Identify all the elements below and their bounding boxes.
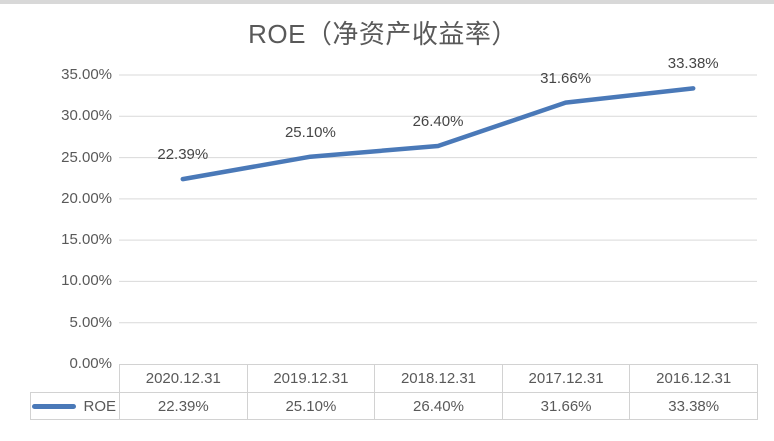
y-axis-tick-label: 15.00% [61, 231, 112, 249]
data-point-label: 33.38% [667, 55, 719, 73]
y-axis-tick-label: 20.00% [61, 189, 112, 207]
value-cell: 25.10% [246, 392, 376, 420]
y-axis-tick-label: 25.00% [61, 148, 112, 166]
data-point-label: 22.39% [157, 146, 209, 164]
data-point-label: 26.40% [412, 113, 464, 131]
table-corner-cell [31, 365, 120, 393]
y-axis-tick-label: 0.00% [69, 355, 112, 372]
roe-line-series [180, 86, 696, 182]
legend-entry: ROE [31, 398, 119, 415]
y-axis-tick-label: 10.00% [61, 272, 112, 290]
roe-line-swatch [32, 403, 77, 409]
y-axis-tick-label: 30.00% [61, 107, 112, 125]
value-cell: 33.38% [629, 392, 758, 420]
date-header-cell: 2017.12.31 [501, 364, 631, 393]
legend-label: ROE [83, 397, 116, 415]
date-header-cell: 2019.12.31 [246, 364, 376, 393]
line-chart-svg [119, 74, 757, 324]
y-axis: 35.00% 30.00% 25.00% 20.00% 15.00% 10.00% 5.00… [0, 66, 112, 372]
date-header-cell: 2018.12.31 [374, 364, 503, 393]
window-top-edge [0, 0, 774, 4]
y-axis-tick-label: 5.00% [69, 313, 112, 331]
plot-area: 22.39% 25.10% 26.40% 31.66% 33.38% [119, 55, 757, 364]
date-header-cell: 2020.12.31 [119, 364, 248, 393]
data-point-label: 31.66% [540, 69, 592, 87]
value-cell: 22.39% [119, 392, 248, 420]
dates-header-row: 2020.12.31 2019.12.31 2018.12.31 2017.12.31… [31, 364, 758, 393]
value-cell: 26.40% [374, 392, 503, 420]
value-cell: 31.66% [501, 392, 631, 420]
date-header-cell: 2016.12.31 [629, 364, 758, 393]
y-axis-tick-label: 35.00% [61, 66, 112, 83]
chart-data-table: 2020.12.31 2019.12.31 2018.12.31 2017.12.31… [30, 364, 758, 420]
data-point-label: 25.10% [284, 123, 336, 141]
legend-cell: ROE [30, 392, 120, 420]
values-row: ROE 22.39% 25.10% 26.40% 31.66% 33.38% [30, 392, 758, 420]
chart-title: ROE（净资产收益率） [248, 19, 518, 49]
